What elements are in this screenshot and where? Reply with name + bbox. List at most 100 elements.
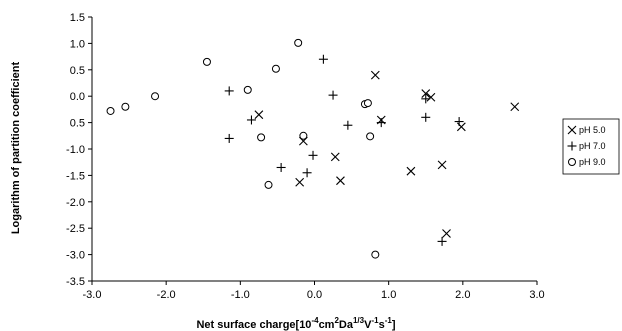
x-tick-label: -2.0: [157, 289, 176, 301]
marker-stroke: [294, 38, 303, 47]
marker-stroke: [121, 102, 130, 111]
marker-stroke: [370, 70, 380, 80]
data-point: [264, 180, 273, 189]
y-tick-label: -3.0: [66, 250, 85, 262]
data-point: [421, 94, 431, 104]
x-tick-label: 1.0: [381, 289, 396, 301]
y-tick-label: -3.5: [66, 276, 85, 288]
marker-stroke: [406, 166, 416, 176]
x-axis-title: Net surface charge[10-4cm2Da1/3V-1s-1]: [196, 316, 395, 331]
data-point: [366, 132, 375, 141]
data-point: [302, 168, 312, 178]
marker-stroke: [264, 180, 273, 189]
data-point: [299, 131, 308, 140]
data-point: [370, 70, 380, 80]
data-point: [106, 106, 115, 115]
data-point: [426, 92, 436, 102]
legend-marker: [568, 158, 576, 166]
y-tick-label: -2.5: [66, 223, 85, 235]
data-point: [254, 110, 264, 120]
y-axis-title: Logarithm of partition coefficient: [10, 62, 22, 235]
data-point: [257, 133, 266, 142]
data-point: [336, 176, 345, 186]
marker-stroke: [363, 99, 372, 108]
data-point: [224, 86, 234, 96]
marker-stroke: [567, 125, 577, 135]
legend-entry: pH 5.0: [579, 125, 606, 135]
y-tick-label: -2.0: [66, 197, 85, 209]
data-point: [294, 38, 303, 47]
legend: pH 5.0 pH 7.0 pH 9.0: [562, 118, 620, 175]
marker-stroke: [442, 229, 451, 238]
marker-stroke: [426, 92, 436, 102]
data-point: [295, 177, 305, 187]
data-point: [330, 152, 340, 162]
data-point: [308, 150, 318, 160]
data-point: [456, 122, 466, 132]
data-point: [421, 89, 431, 98]
data-point: [510, 102, 520, 112]
data-point: [224, 133, 234, 143]
data-point: [151, 92, 160, 101]
marker-stroke: [366, 132, 375, 141]
marker-stroke: [151, 92, 160, 101]
data-point: [343, 120, 353, 130]
x-tick-label: -3.0: [83, 289, 102, 301]
marker-stroke: [271, 64, 280, 73]
marker-stroke: [295, 177, 305, 187]
marker-stroke: [202, 57, 211, 66]
marker-stroke: [257, 133, 266, 142]
marker-stroke: [330, 152, 340, 162]
data-point: [243, 85, 252, 94]
data-point: [437, 160, 447, 170]
data-point: [454, 117, 464, 127]
data-point: [318, 54, 328, 64]
legend-marker: [567, 141, 577, 151]
data-point: [371, 250, 380, 259]
y-tick-label: 0.5: [70, 65, 85, 77]
data-point: [442, 229, 451, 238]
marker-stroke: [106, 106, 115, 115]
data-point: [202, 57, 211, 66]
y-tick-label: -1.5: [66, 170, 85, 182]
data-point: [276, 162, 286, 172]
series-plus: [224, 54, 464, 246]
data-point: [121, 102, 130, 111]
marker-stroke: [421, 89, 431, 98]
y-axis: 1.5 1.0 0.5 0.0 0.5 -1.0 -1.5 -2.0 -2.5 -3.0 -3.5: [66, 12, 92, 288]
legend-entry: pH 9.0: [579, 157, 606, 167]
legend-entry: pH 7.0: [579, 141, 606, 151]
marker-stroke: [437, 160, 447, 170]
plot-area: [91, 17, 537, 282]
marker-stroke: [243, 85, 252, 94]
data-point: [363, 99, 372, 108]
marker-stroke: [510, 102, 520, 112]
x-tick-label: 0.0: [307, 289, 322, 301]
data-points: [106, 38, 520, 259]
data-point: [328, 90, 338, 100]
data-point: [406, 166, 416, 176]
y-tick-label: 0.0: [70, 91, 85, 103]
y-tick-label: 1.0: [70, 38, 85, 50]
legend-marker: [567, 125, 577, 135]
y-tick-label: -1.0: [66, 144, 85, 156]
data-point: [246, 115, 256, 125]
marker-stroke: [299, 131, 308, 140]
x-tick-label: 2.0: [455, 289, 470, 301]
x-tick-label: 3.0: [529, 289, 544, 301]
series-circle: [106, 38, 380, 259]
data-point: [271, 64, 280, 73]
y-tick-label: 1.5: [70, 12, 85, 24]
marker-stroke: [568, 158, 576, 166]
marker-stroke: [336, 176, 345, 186]
marker-stroke: [371, 250, 380, 259]
marker-stroke: [254, 110, 264, 120]
data-point: [437, 236, 447, 246]
data-point: [376, 118, 386, 128]
x-tick-label: -1.0: [231, 289, 250, 301]
data-point: [421, 112, 431, 122]
x-axis: -3.0 -2.0 -1.0 0.0 1.0 2.0 3.0: [83, 281, 545, 301]
marker-stroke: [456, 122, 466, 132]
y-tick-label: 0.5: [70, 118, 85, 130]
